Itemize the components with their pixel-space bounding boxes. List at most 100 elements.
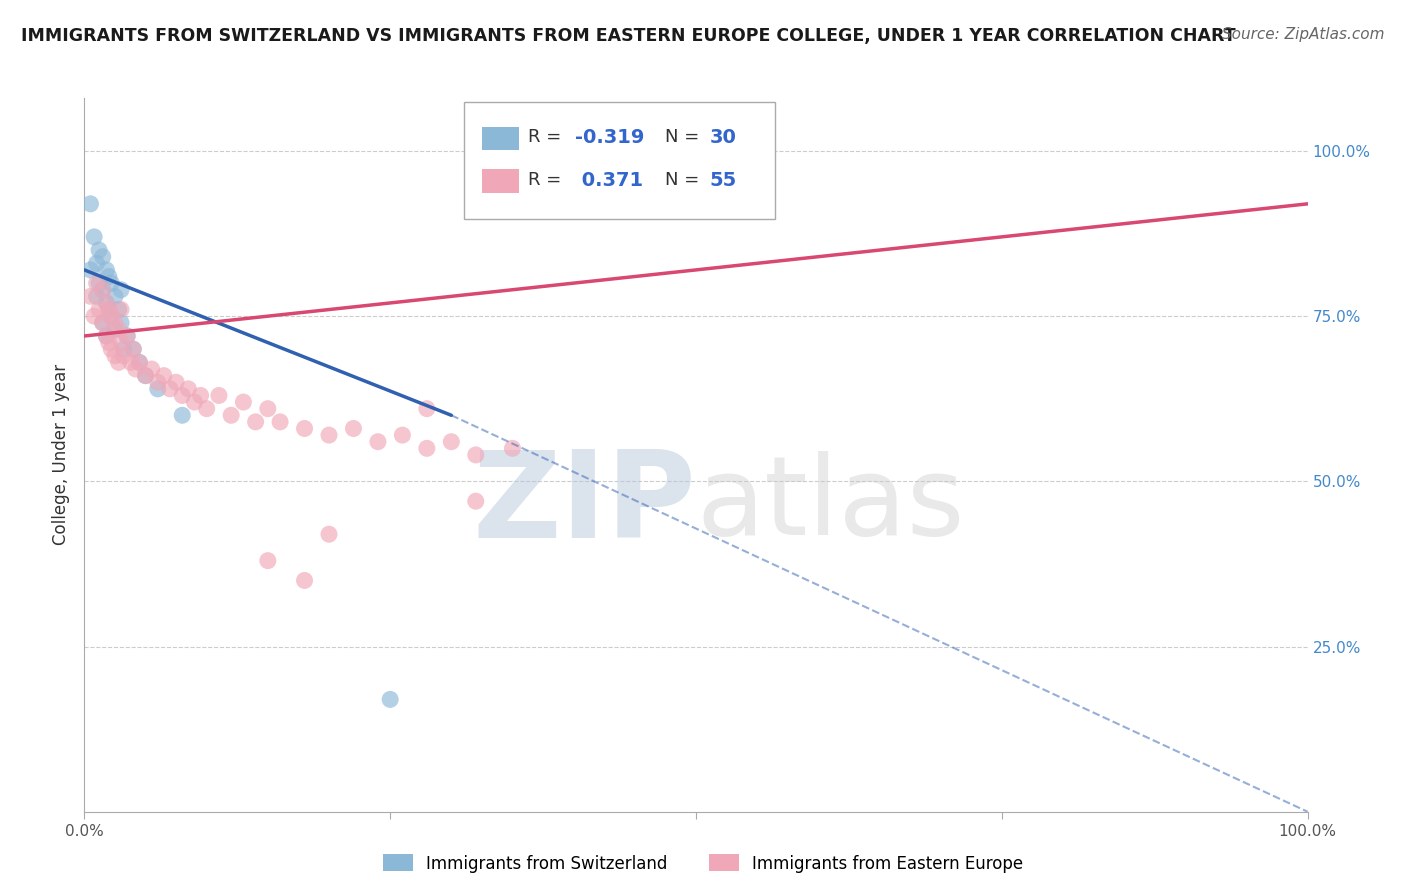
Text: N =: N =	[665, 128, 706, 146]
Text: N =: N =	[665, 171, 706, 189]
Text: 0.371: 0.371	[575, 170, 643, 190]
Point	[257, 554, 280, 568]
Text: -0.319: -0.319	[575, 128, 644, 147]
Y-axis label: College, Under 1 year: College, Under 1 year	[52, 364, 70, 546]
Point	[190, 388, 212, 402]
Text: 30: 30	[710, 128, 737, 147]
Point	[96, 263, 118, 277]
Point	[159, 382, 181, 396]
Point	[100, 276, 122, 290]
Point	[502, 442, 524, 456]
Point	[115, 329, 138, 343]
Point	[342, 421, 364, 435]
Point	[86, 276, 108, 290]
Point	[219, 409, 242, 423]
Point	[464, 494, 486, 508]
Point	[91, 316, 114, 330]
Point	[269, 415, 291, 429]
Point	[416, 401, 439, 416]
Point	[100, 342, 122, 356]
Point	[380, 692, 402, 706]
Point	[464, 448, 486, 462]
Point	[104, 349, 127, 363]
Point	[100, 309, 122, 323]
Point	[294, 574, 316, 588]
Point	[97, 269, 120, 284]
Point	[367, 434, 389, 449]
Point	[96, 329, 118, 343]
Legend: Immigrants from Switzerland, Immigrants from Eastern Europe: Immigrants from Switzerland, Immigrants …	[375, 847, 1031, 880]
FancyBboxPatch shape	[482, 169, 519, 193]
Text: R =: R =	[529, 128, 568, 146]
Point	[120, 355, 142, 369]
Point	[135, 368, 157, 383]
Point	[177, 382, 200, 396]
Point	[79, 289, 101, 303]
Text: ZIP: ZIP	[472, 446, 696, 564]
Point	[96, 329, 118, 343]
Point	[115, 329, 138, 343]
Point	[318, 428, 340, 442]
Point	[86, 256, 108, 270]
Point	[153, 368, 176, 383]
Point	[91, 283, 114, 297]
Point	[87, 302, 110, 317]
Point	[122, 342, 145, 356]
Point	[172, 409, 194, 423]
FancyBboxPatch shape	[482, 127, 519, 150]
Point	[79, 263, 101, 277]
Point	[110, 335, 132, 350]
Point	[110, 316, 132, 330]
Point	[107, 355, 129, 369]
Point	[183, 395, 205, 409]
Point	[104, 316, 127, 330]
Point	[208, 388, 231, 402]
Point	[83, 309, 105, 323]
Point	[87, 243, 110, 257]
Point	[104, 322, 127, 336]
Point	[318, 527, 340, 541]
Point	[87, 276, 110, 290]
Point	[96, 296, 118, 310]
Point	[96, 296, 118, 310]
Point	[257, 401, 280, 416]
Text: IMMIGRANTS FROM SWITZERLAND VS IMMIGRANTS FROM EASTERN EUROPE COLLEGE, UNDER 1 Y: IMMIGRANTS FROM SWITZERLAND VS IMMIGRANT…	[21, 27, 1236, 45]
Point	[104, 289, 127, 303]
Point	[112, 342, 135, 356]
Point	[100, 309, 122, 323]
Point	[107, 322, 129, 336]
Point	[294, 421, 316, 435]
FancyBboxPatch shape	[464, 102, 776, 219]
Text: R =: R =	[529, 171, 568, 189]
Point	[416, 442, 439, 456]
Point	[91, 283, 114, 297]
Point	[125, 362, 148, 376]
Point	[172, 388, 194, 402]
Point	[128, 355, 150, 369]
Point	[122, 342, 145, 356]
Point	[110, 283, 132, 297]
Point	[135, 368, 157, 383]
Point	[146, 382, 169, 396]
Text: atlas: atlas	[696, 451, 965, 558]
Point	[165, 376, 187, 390]
Point	[232, 395, 254, 409]
Point	[245, 415, 267, 429]
Point	[83, 230, 105, 244]
Point	[391, 428, 413, 442]
Text: Source: ZipAtlas.com: Source: ZipAtlas.com	[1222, 27, 1385, 42]
Point	[110, 302, 132, 317]
Point	[195, 401, 218, 416]
Point	[97, 302, 120, 317]
Point	[79, 197, 101, 211]
Point	[128, 355, 150, 369]
Point	[91, 316, 114, 330]
Point	[86, 289, 108, 303]
Point	[440, 434, 463, 449]
Point	[97, 335, 120, 350]
Text: 55: 55	[710, 170, 737, 190]
Point	[97, 302, 120, 317]
Point	[141, 362, 163, 376]
Point	[146, 376, 169, 390]
Point	[91, 250, 114, 264]
